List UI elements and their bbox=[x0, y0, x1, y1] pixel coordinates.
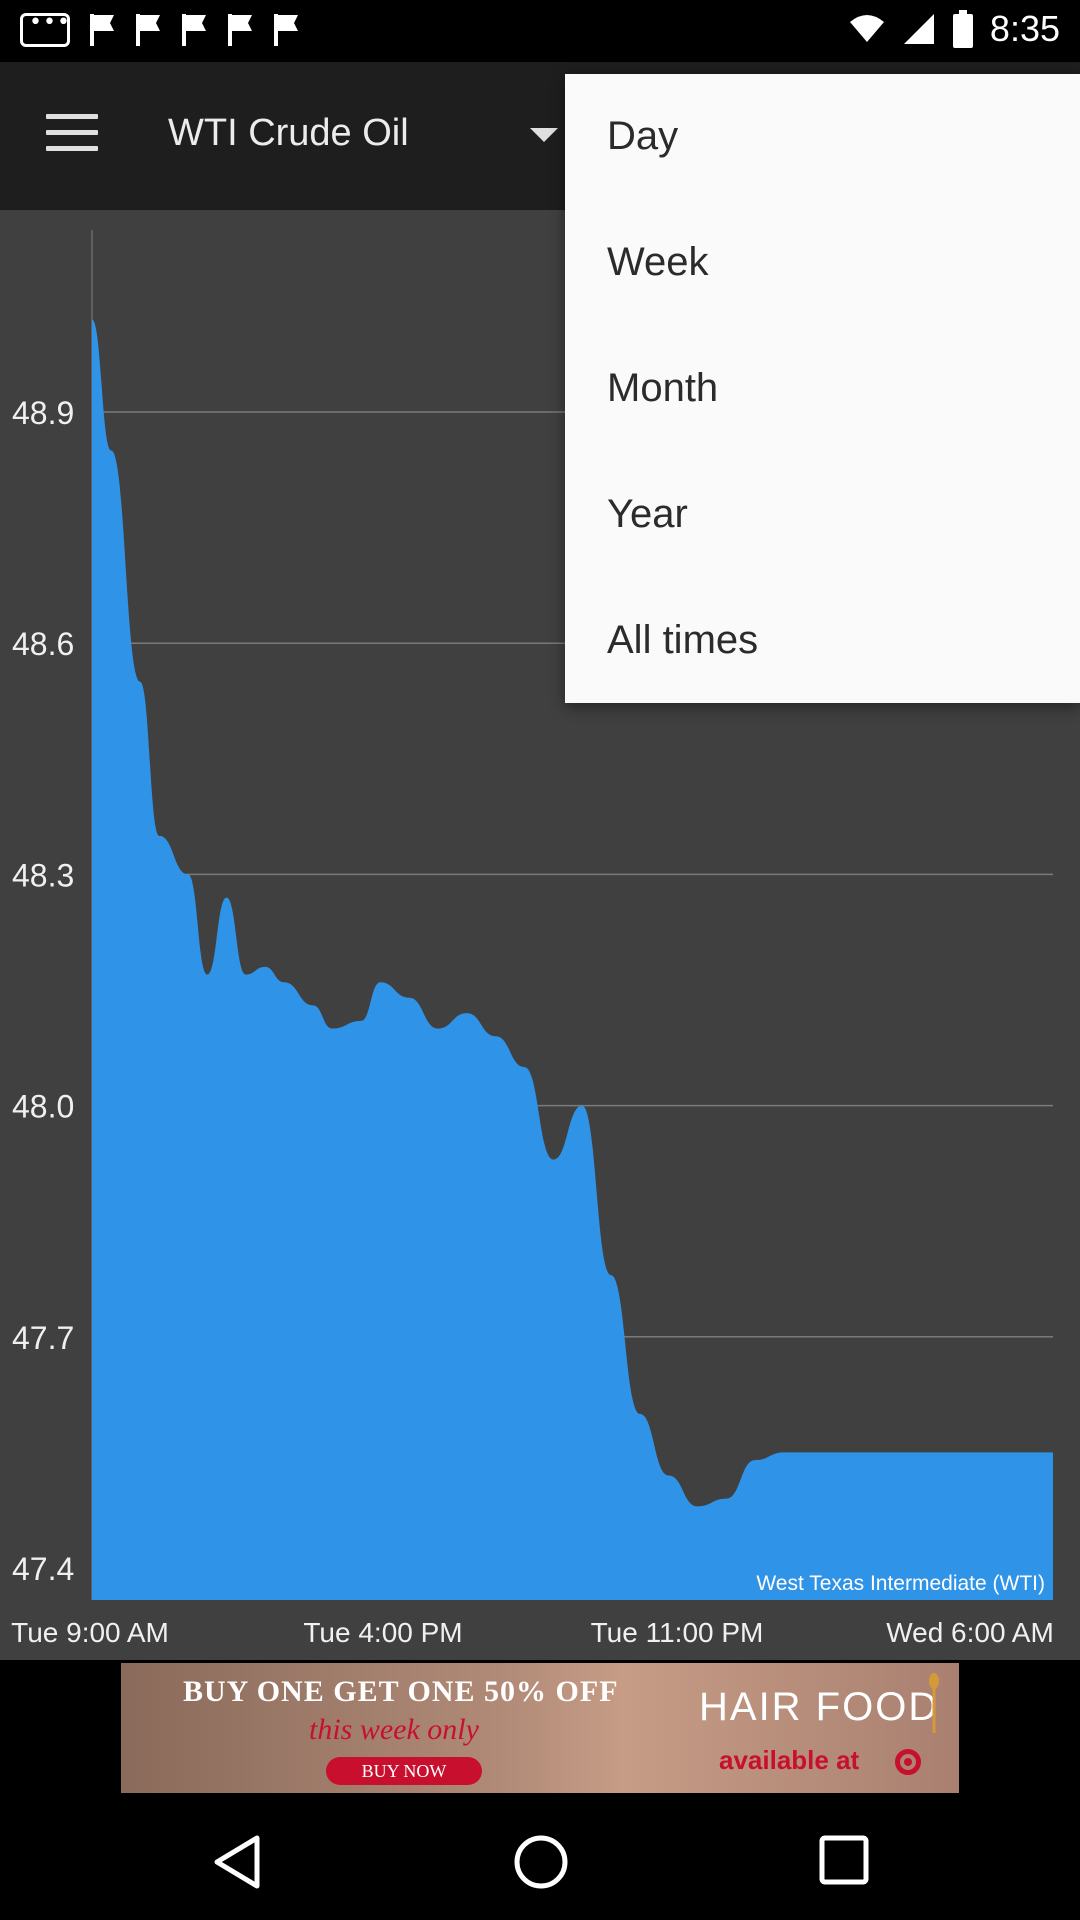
spoon-icon bbox=[929, 1673, 939, 1733]
home-icon[interactable] bbox=[513, 1834, 569, 1890]
navigation-bar bbox=[0, 1800, 1080, 1920]
x-tick-label: Tue 11:00 PM bbox=[591, 1617, 764, 1648]
flag-icon bbox=[226, 12, 254, 48]
y-tick-label: 47.4 bbox=[12, 1551, 74, 1587]
flag-icon bbox=[134, 12, 162, 48]
x-tick-label: Tue 4:00 PM bbox=[303, 1617, 462, 1648]
flag-icon bbox=[272, 12, 300, 48]
target-logo-icon bbox=[895, 1749, 921, 1775]
recents-icon[interactable] bbox=[818, 1834, 870, 1886]
menu-item-all-times[interactable]: All times bbox=[607, 618, 759, 662]
legend-label: West Texas Intermediate (WTI) bbox=[756, 1572, 1045, 1595]
ad-available-text: available at bbox=[719, 1745, 860, 1775]
ad-headline: BUY ONE GET ONE 50% OFF bbox=[183, 1675, 619, 1708]
y-tick-label: 48.3 bbox=[12, 857, 74, 893]
flag-icon bbox=[180, 12, 208, 48]
notification-icons bbox=[20, 10, 300, 48]
x-tick-label: Tue 9:00 AM bbox=[11, 1617, 169, 1648]
menu-item-week[interactable]: Week bbox=[607, 240, 709, 284]
ad-banner[interactable]: BUY ONE GET ONE 50% OFF this week only B… bbox=[121, 1663, 959, 1793]
x-tick-label: Wed 6:00 AM bbox=[886, 1617, 1054, 1648]
series-area-wti bbox=[92, 319, 1053, 1600]
status-bar: 8:35 bbox=[0, 0, 1080, 62]
ad-subline: this week only bbox=[309, 1713, 479, 1746]
menu-item-year[interactable]: Year bbox=[607, 492, 688, 536]
flag-icon bbox=[88, 12, 116, 48]
y-tick-label: 48.6 bbox=[12, 626, 74, 662]
back-icon[interactable] bbox=[212, 1834, 262, 1890]
battery-icon bbox=[952, 10, 974, 48]
status-time: 8:35 bbox=[989, 8, 1060, 49]
dropdown-arrow-icon[interactable] bbox=[530, 128, 558, 142]
y-tick-label: 48.9 bbox=[12, 395, 74, 431]
y-tick-label: 47.7 bbox=[12, 1320, 74, 1356]
menu-item-month[interactable]: Month bbox=[607, 366, 719, 410]
more-notifications-icon bbox=[20, 10, 71, 47]
y-tick-label: 48.0 bbox=[12, 1089, 74, 1125]
commodity-selector[interactable]: WTI Crude Oil bbox=[168, 112, 409, 155]
ad-buy-now-button[interactable]: BUY NOW bbox=[326, 1757, 482, 1785]
app-title: WTI Crude Oil bbox=[168, 112, 409, 154]
ad-brand: HAIR FOOD bbox=[699, 1685, 940, 1729]
wifi-icon bbox=[848, 14, 886, 44]
hamburger-menu-icon[interactable] bbox=[46, 114, 98, 154]
time-range-menu: Day Week Month Year All times bbox=[565, 74, 1080, 703]
menu-item-day[interactable]: Day bbox=[607, 114, 679, 158]
signal-icon bbox=[902, 12, 936, 46]
